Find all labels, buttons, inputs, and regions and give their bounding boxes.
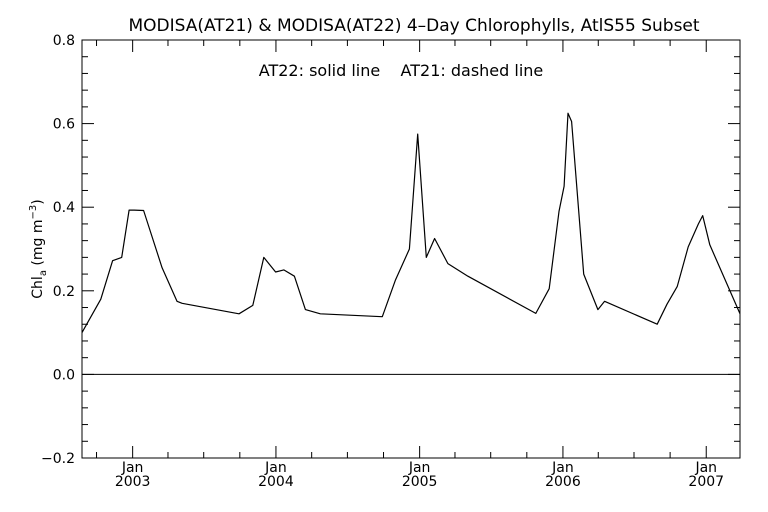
x-tick-label-year: 2005 [402,474,438,490]
y-axis-label-sub: a [38,270,49,276]
x-tick-label-month: Jan [694,460,717,476]
y-tick-label: 0.4 [53,200,75,216]
y-tick-label: 0.2 [53,284,75,300]
x-tick-label-month: Jan [551,460,574,476]
axes: −0.20.00.20.40.60.8Jan2003Jan2004Jan2005… [41,33,740,490]
y-tick-label: 0.6 [53,117,75,133]
x-tick-label-year: 2007 [688,474,724,490]
y-axis-label-close: ) [30,199,46,204]
series-group [81,112,741,333]
y-axis-label: Chla (mg m−3) [28,199,49,298]
plot-frame [81,39,741,459]
x-tick-label-month: Jan [264,460,287,476]
plot-area [81,39,741,459]
x-tick-label-year: 2003 [115,474,151,490]
y-tick-label: 0.0 [53,367,75,383]
line-style-note: AT22: solid line AT21: dashed line [259,61,544,80]
x-tick-label-month: Jan [408,460,431,476]
x-tick-label-month: Jan [121,460,144,476]
x-tick-label-year: 2004 [258,474,294,490]
chart-title: MODISA(AT21) & MODISA(AT22) 4–Day Chloro… [128,16,699,36]
series-line-at22 [81,112,741,333]
y-axis-label-unit: (mg m [30,220,46,271]
y-axis-label-exponent: −3 [28,205,39,220]
y-axis-label-main: Chl [30,276,46,299]
y-tick-label: −0.2 [41,451,75,467]
y-tick-label: 0.8 [53,33,75,49]
x-tick-label-year: 2006 [545,474,581,490]
